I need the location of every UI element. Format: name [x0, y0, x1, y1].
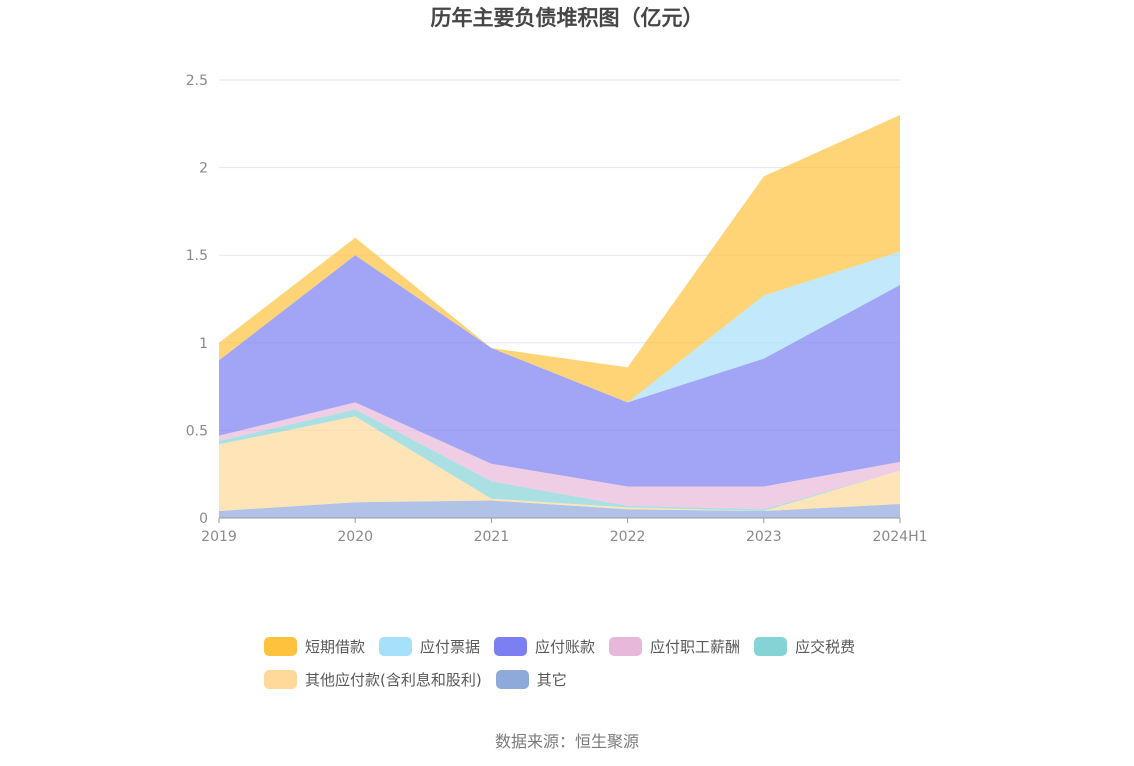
legend-label: 其它: [536, 671, 567, 689]
legend-item[interactable]: 其它: [495, 669, 567, 690]
chart-title: 历年主要负债堆积图（亿元）: [430, 6, 704, 30]
legend-item[interactable]: 应付账款: [494, 636, 595, 657]
area-其他应付款(含利息和股利): [219, 416, 900, 511]
area-应付票据: [219, 251, 900, 403]
area-应付职工薪酬: [219, 402, 900, 510]
y-tick-label: 1.5: [186, 248, 208, 264]
axes: 2019 2020 2021 2022 2023 2024H1: [201, 517, 928, 545]
stacked-area-chart: 0 0.5 1 1.5 2 2.5 2019 2020 2021 2022 2023 2024H1: [186, 73, 928, 545]
area-应付账款: [219, 255, 900, 487]
y-tick-label: 0.5: [186, 423, 208, 439]
legend-item[interactable]: 应付职工薪酬: [609, 636, 740, 657]
legend-label: 应交税费: [795, 638, 856, 656]
legend-row-2: 其他应付款(含利息和股利) 其它: [264, 663, 904, 696]
x-tick-label: 2019: [201, 529, 237, 545]
legend-label: 应付职工薪酬: [650, 638, 741, 656]
legend-swatch-icon: [379, 637, 413, 656]
legend-row-1: 短期借款 应付票据 应付账款 应付职工薪酬 应交税费: [264, 630, 904, 663]
x-tick-label: 2023: [746, 529, 782, 545]
legend-item[interactable]: 其他应付款(含利息和股利): [264, 669, 482, 690]
y-tick-label: 2.5: [186, 73, 208, 89]
data-source: 数据来源：恒生聚源: [494, 732, 639, 751]
x-tick-label: 2022: [610, 529, 646, 545]
legend-swatch-icon: [495, 670, 529, 689]
y-tick-label: 0: [199, 511, 208, 527]
area-应交税费: [219, 409, 900, 511]
area-其它: [219, 500, 900, 518]
legend-swatch-icon: [264, 670, 297, 689]
area-短期借款: [219, 115, 900, 403]
legend-label: 短期借款: [305, 638, 366, 656]
legend-label: 应付票据: [420, 638, 481, 656]
legend-item[interactable]: 应付票据: [379, 636, 480, 657]
x-tick-label: 2020: [337, 529, 373, 545]
area-series: [219, 115, 900, 518]
legend-label: 应付账款: [535, 638, 596, 656]
legend-item[interactable]: 应交税费: [754, 636, 855, 657]
x-tick-label: 2021: [474, 529, 510, 545]
y-tick-label: 1: [199, 336, 208, 352]
y-tick-label: 2: [199, 161, 208, 177]
x-tick-label: 2024H1: [872, 529, 927, 545]
legend: 短期借款 应付票据 应付账款 应付职工薪酬 应交税费 其他应付款(含利息和股利) 其它: [264, 630, 904, 696]
legend-swatch-icon: [609, 637, 643, 656]
legend-swatch-icon: [754, 637, 788, 656]
legend-item[interactable]: 短期借款: [264, 636, 365, 657]
legend-swatch-icon: [264, 637, 297, 656]
legend-label: 其他应付款(含利息和股利): [305, 671, 482, 689]
legend-swatch-icon: [494, 637, 528, 656]
